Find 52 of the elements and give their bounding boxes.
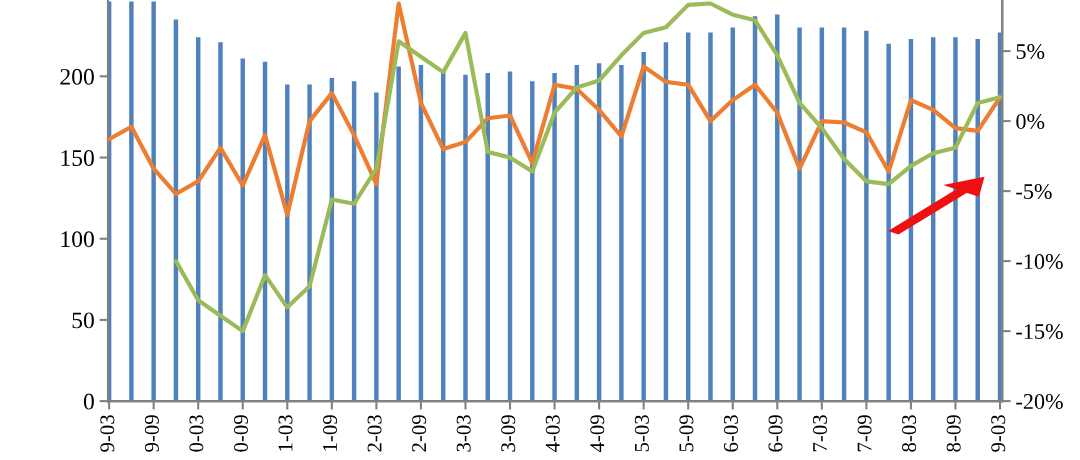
x-tick-label: 8-03 (902, 415, 917, 452)
bar (953, 37, 958, 402)
x-tick-label: 7-03 (812, 415, 828, 452)
x-tick-label: 6-09 (768, 415, 783, 452)
x-tick-label: 0-03 (189, 415, 204, 452)
y-tick-label: 100 (61, 231, 94, 248)
bar (775, 14, 780, 402)
bar (285, 84, 290, 402)
x-tick-label: 4-09 (590, 415, 605, 453)
x-tick-label: 3-09 (501, 415, 516, 452)
x-tick-label: 4-03 (545, 415, 560, 453)
x-tick-label: 5-09 (679, 415, 694, 452)
bar (552, 73, 557, 402)
x-tick-label: 7-09 (857, 415, 872, 452)
x-tick-label: 3-03 (456, 415, 471, 452)
x-tick-label: 1-03 (278, 415, 293, 451)
y2-tick-label: 5% (1016, 44, 1045, 60)
y-tick-label: 0 (83, 393, 94, 410)
bar (307, 84, 312, 402)
line-series (108, 1, 1003, 217)
y2-tick-label: -5% (1016, 184, 1052, 200)
x-tick-label: 0-09 (233, 415, 248, 452)
x-tick-label: 8-09 (946, 415, 961, 452)
bar (218, 42, 223, 402)
y-tick-label: 200 (60, 68, 94, 85)
bar (374, 92, 379, 402)
bar (708, 32, 713, 402)
y2-tick-label: 0% (1016, 114, 1045, 130)
bar (864, 30, 869, 402)
bar (641, 51, 646, 402)
y2-tick-label: -15% (1016, 324, 1063, 340)
bar (151, 1, 156, 402)
bar (619, 64, 624, 402)
y2-tick-label: -20% (1016, 394, 1063, 410)
x-tick-label: 2-09 (412, 415, 427, 452)
bar (396, 66, 401, 402)
x-tick-label: 9-03 (991, 415, 1006, 452)
bar (530, 81, 535, 402)
bar (886, 43, 891, 402)
x-tick-label: 9-03 (100, 415, 115, 452)
bar (797, 27, 802, 402)
x-tick-label: 5-03 (634, 415, 649, 452)
x-tick-label: 6-03 (723, 415, 738, 452)
line-series (173, 1, 1003, 334)
y-tick-label: 50 (72, 312, 94, 329)
y-tick-label: 150 (61, 150, 94, 166)
y2-tick-label: -10% (1016, 254, 1063, 270)
x-tick-label: 2-03 (367, 415, 382, 452)
bar (463, 74, 468, 402)
x-tick-label: 1-09 (322, 415, 338, 451)
x-tick-label: 9-09 (144, 415, 159, 452)
bar (129, 1, 134, 402)
